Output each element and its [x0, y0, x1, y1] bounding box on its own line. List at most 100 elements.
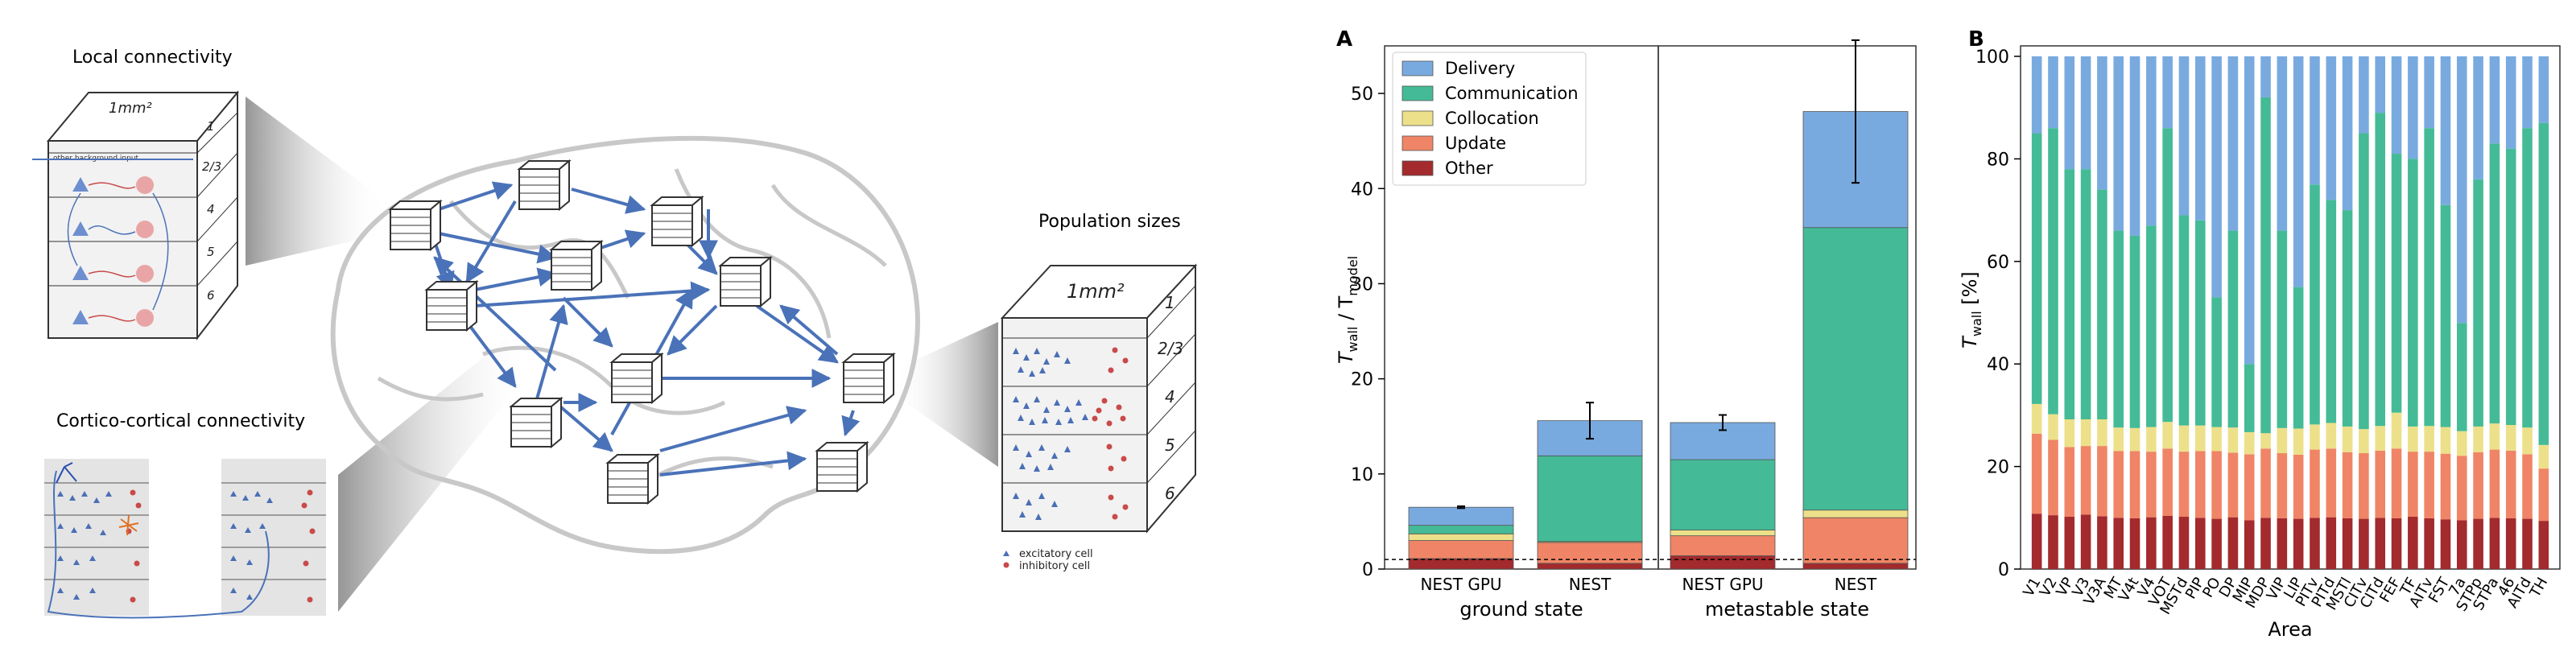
area-cube-2 [517, 159, 572, 212]
chart-a-bar-segment-delivery [1408, 506, 1514, 526]
chart-b-bar-segment-collocation [2162, 422, 2173, 449]
chart-b-bar-segment-other [2064, 517, 2075, 569]
chart-b-bar-segment-collocation [2194, 425, 2206, 452]
chart-b-bar-segment-other [2113, 518, 2124, 569]
chart-a-bar-segment-collocation [1802, 509, 1909, 518]
chart-b-bar-segment-collocation [2031, 403, 2042, 434]
chart-b-bar-segment-collocation [2391, 412, 2402, 449]
chart-b-bar-segment-collocation [2064, 419, 2075, 448]
chart-b-bar-segment-update [2424, 452, 2434, 518]
chart-a-tick-label: 0 [1362, 560, 1373, 580]
chart-b-bar-segment-other [2097, 516, 2107, 569]
chart-b-bar-segment-other [2260, 518, 2271, 569]
area-cube-5 [424, 279, 479, 332]
chart-a-error-bars [1457, 39, 1860, 509]
population-layer-23: 2/3 [1158, 339, 1183, 358]
chart-b-bar-segment-update [2408, 452, 2418, 518]
chart-b-bar-segment-collocation [2375, 426, 2386, 451]
chart-b-bar-segment-update [2359, 453, 2369, 519]
chart-b-bar-segment-collocation [2359, 429, 2369, 454]
area-cube-8 [509, 396, 564, 449]
chart-b-bar-segment-collocation [2178, 425, 2190, 452]
chart-a-legend-label: Update [1445, 134, 1506, 153]
chart-a-bar-segment-update [1537, 542, 1643, 564]
chart-b-bar-segment-other [2473, 518, 2483, 569]
chart-b-bar-segment-collocation [2244, 431, 2255, 455]
chart-a-x-labels: NEST GPU NEST NEST GPU NEST [1420, 575, 1877, 594]
chart-b-bar-segment-other [2211, 518, 2222, 569]
chart-b-bar-segment-update [2031, 433, 2042, 514]
chart-b-x-tick-label: TH [2526, 575, 2551, 601]
chart-b-y-ticks: 0 20 40 60 80 100 [1975, 47, 2021, 580]
panel-label-b: B [1968, 27, 1984, 52]
area-cube-9 [841, 352, 896, 405]
chart-a-tick-label: 30 [1351, 274, 1373, 295]
chart-b-bar-segment-communication [2505, 148, 2516, 426]
chart-b-bar-segment-update [2129, 451, 2140, 518]
chart-a-bar-segment-other [1802, 563, 1909, 570]
chart-b-bar-segment-delivery [2260, 56, 2271, 97]
chart-b-bar-segment-delivery [2391, 56, 2402, 155]
area-cube-1 [388, 199, 443, 252]
chart-b-bar-segment-update [2375, 450, 2386, 518]
local-layer-6: 6 [207, 288, 215, 303]
chart-b-bar-segment-other [2194, 518, 2206, 569]
chart-b-bars [2031, 56, 2549, 569]
chart-a-x-tick-label: NEST GPU [1420, 575, 1501, 594]
chart-a-legend: Delivery Communication Collocation Update Ot… [1392, 52, 1587, 186]
chart-b-bar-segment-collocation [2505, 425, 2516, 451]
chart-b-tick-label: 20 [1987, 458, 2009, 478]
chart-b-bar-segment-communication [2244, 364, 2255, 432]
chart-a-bar-segment-communication [1802, 227, 1909, 511]
chart-b-y-label-sub1: wall [1969, 311, 1984, 336]
chart-b-bar-segment-communication [2310, 184, 2320, 425]
brain-illustration: Local connectivity 1mm² other background… [32, 47, 1198, 619]
chart-b-bar-segment-communication [2097, 189, 2107, 419]
legend-inhibitory-marker [1003, 562, 1009, 568]
population-sizes-title: Population sizes [1038, 212, 1181, 232]
chart-b-bar-segment-delivery [2522, 56, 2533, 129]
chart-a-legend-label: Other [1445, 159, 1493, 178]
chart-b-tick-label: 100 [1975, 47, 2009, 68]
chart-b-y-label-main: T [1959, 335, 1981, 349]
chart-a-legend-swatch [1402, 60, 1434, 76]
chart-a-bar-segment-update [1670, 535, 1776, 556]
chart-a-tick-label: 10 [1351, 465, 1373, 485]
area-cube-10 [605, 452, 660, 505]
chart-b-bar-segment-communication [2522, 128, 2533, 428]
chart-b-bar-segment-delivery [2440, 56, 2451, 205]
chart-b-bar-segment-update [2260, 448, 2271, 518]
chart-b-bar-segment-communication [2146, 225, 2157, 427]
chart-b-bar-segment-collocation [2538, 444, 2549, 469]
chart-b-bar-segment-other [2538, 521, 2549, 569]
chart-a-bar-segment-other [1537, 563, 1643, 570]
chart-b-bar-segment-other [2440, 519, 2451, 569]
chart-b-bar-segment-other [2080, 514, 2091, 569]
chart-b-bar-segment-delivery [2473, 56, 2483, 179]
chart-b-bar-segment-communication [2391, 154, 2402, 413]
local-area-label: 1mm² [109, 100, 152, 117]
chart-b-bar-segment-collocation [2408, 426, 2418, 452]
chart-a-bar-segment-other [1670, 555, 1776, 570]
area-cube-4 [549, 239, 604, 292]
chart-a-legend-swatch [1402, 135, 1434, 151]
chart-b-bar-segment-delivery [2227, 56, 2239, 231]
chart-b-bar-segment-other [2227, 517, 2239, 569]
chart-b-bar-segment-delivery [2424, 56, 2434, 129]
chart-b-bar-segment-delivery [2538, 56, 2549, 123]
chart-b-bar-segment-communication [2489, 143, 2500, 424]
population-layer-5: 5 [1165, 435, 1175, 455]
chart-a-bar-segment-update [1408, 540, 1514, 559]
chart-b-tick-label: 80 [1987, 150, 2009, 170]
chart-a-error-bar [1852, 39, 1860, 184]
chart-b-bar-segment-communication [2293, 287, 2304, 429]
chart-b-bar-segment-collocation [2113, 427, 2124, 452]
chart-b-bar-segment-other [2146, 517, 2157, 569]
chart-b-bar-segment-update [2342, 452, 2353, 518]
chart-a-plot-area-right [1657, 45, 1917, 570]
cortico-connectivity-panels [44, 459, 326, 619]
chart-b-bar-segment-delivery [2326, 56, 2337, 200]
chart-a-x-tick-label: NEST [1569, 575, 1612, 594]
chart-b-bar-segment-delivery [2162, 56, 2173, 129]
chart-b-bar-segment-other [2456, 520, 2467, 569]
